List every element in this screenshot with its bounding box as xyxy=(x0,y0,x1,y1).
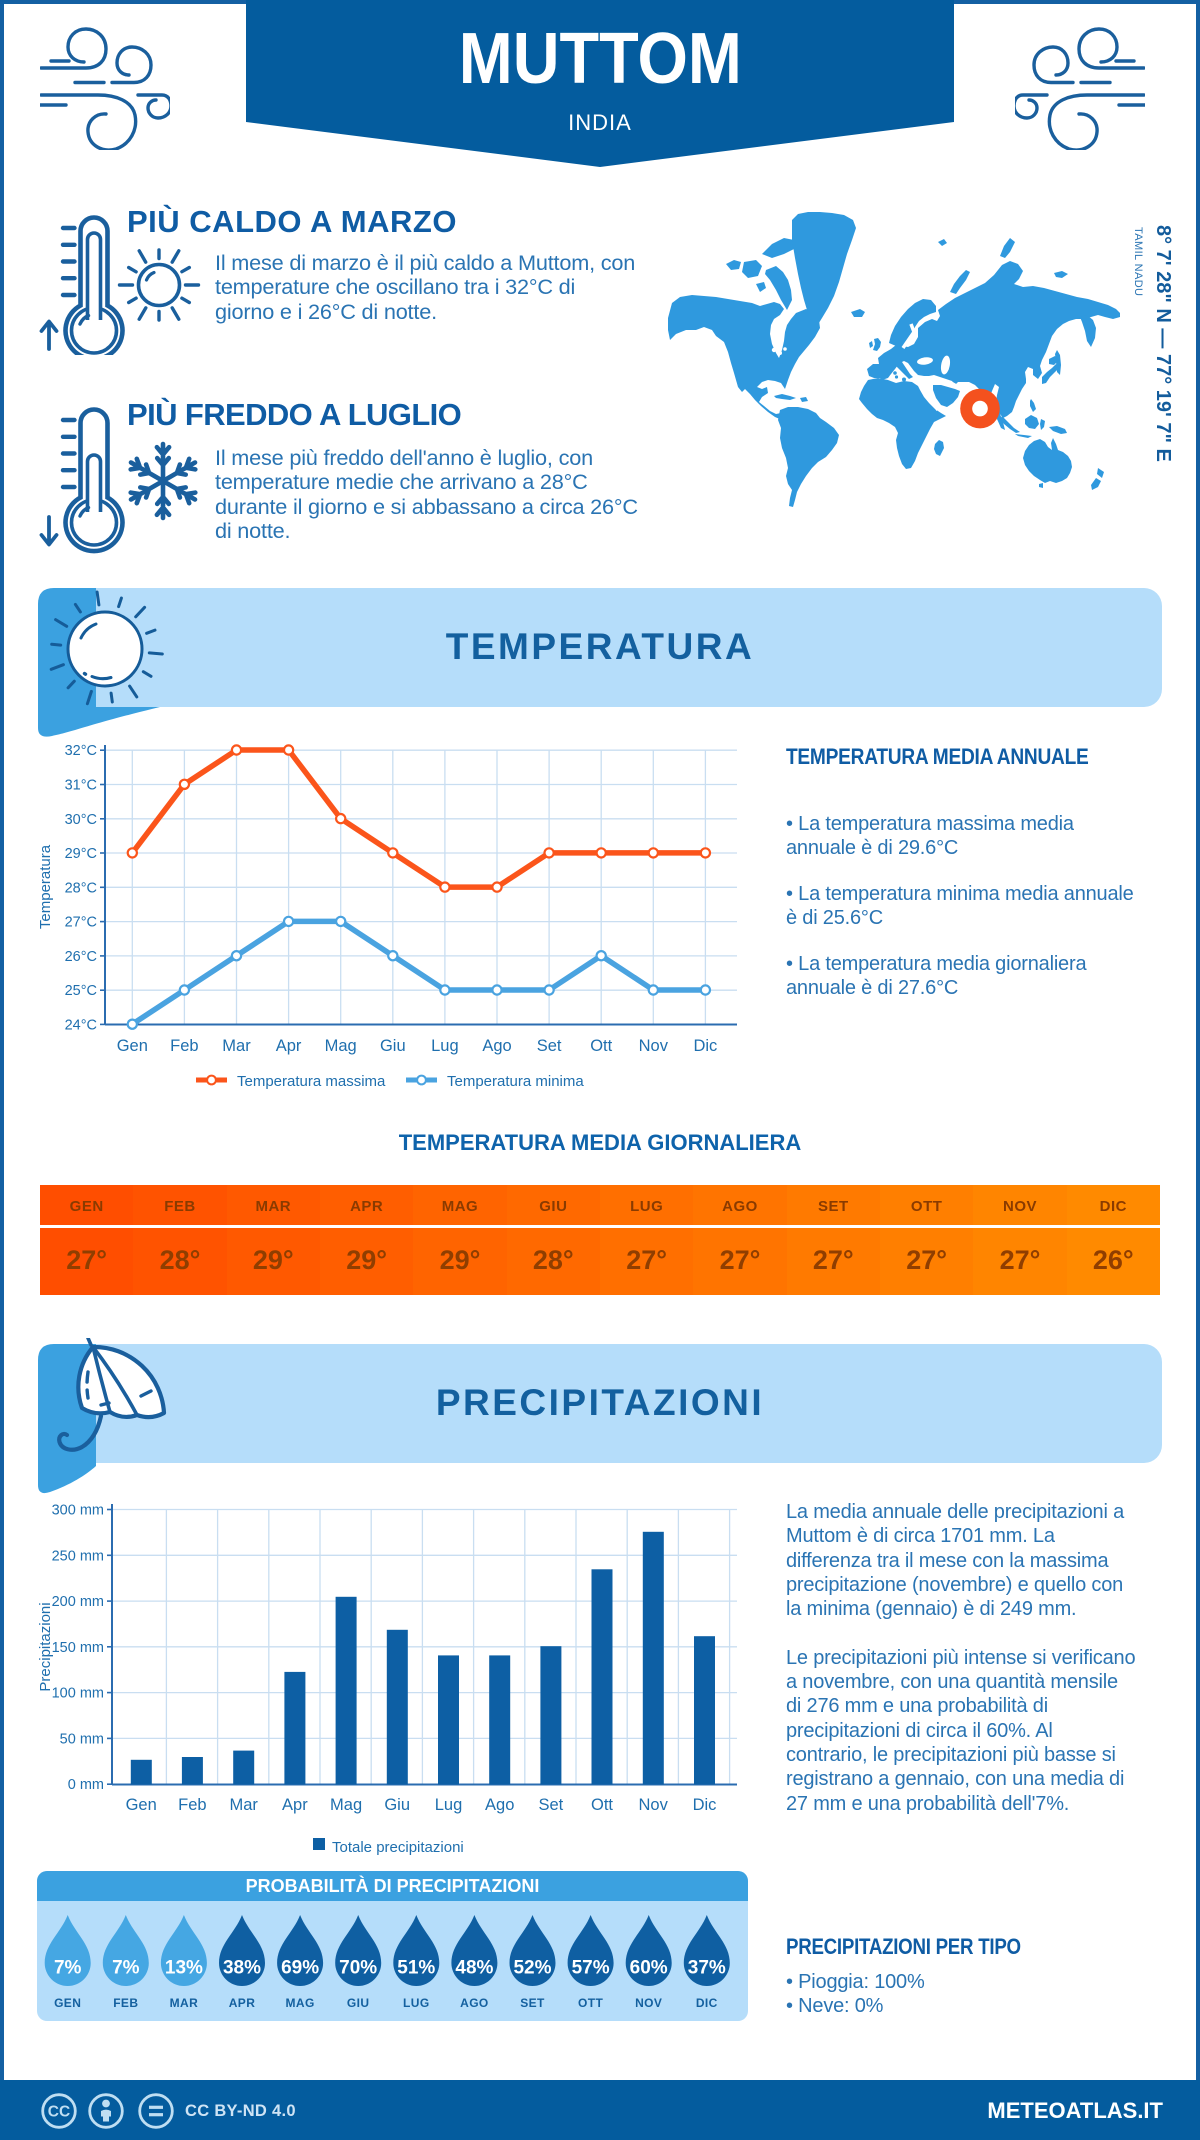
svg-text:Ago: Ago xyxy=(482,1037,511,1055)
svg-text:Dic: Dic xyxy=(693,1037,717,1055)
svg-text:Gen: Gen xyxy=(117,1037,148,1055)
svg-text:69%: 69% xyxy=(281,1958,319,1979)
svg-text:AGO: AGO xyxy=(460,1996,489,2010)
svg-text:7%: 7% xyxy=(54,1958,82,1979)
svg-text:Nov: Nov xyxy=(639,1037,669,1055)
svg-text:38%: 38% xyxy=(223,1958,261,1979)
svg-text:MAG: MAG xyxy=(285,1996,314,2010)
svg-text:GEN: GEN xyxy=(54,1996,81,2010)
svg-text:Gen: Gen xyxy=(126,1796,157,1814)
svg-text:Set: Set xyxy=(539,1796,564,1814)
svg-text:28°C: 28°C xyxy=(65,880,97,896)
svg-text:57%: 57% xyxy=(572,1958,610,1979)
svg-text:51%: 51% xyxy=(397,1958,435,1979)
svg-text:Mag: Mag xyxy=(325,1037,357,1055)
svg-text:NOV: NOV xyxy=(635,1996,662,2010)
svg-text:Nov: Nov xyxy=(639,1796,669,1814)
svg-text:Mar: Mar xyxy=(229,1796,258,1814)
svg-text:13%: 13% xyxy=(165,1958,203,1979)
svg-text:Giu: Giu xyxy=(380,1037,406,1055)
svg-text:Temperatura minima: Temperatura minima xyxy=(447,1073,584,1090)
svg-text:37%: 37% xyxy=(688,1958,726,1979)
svg-text:OTT: OTT xyxy=(578,1996,603,2010)
svg-text:Giu: Giu xyxy=(384,1796,410,1814)
svg-text:26°C: 26°C xyxy=(65,949,97,965)
svg-text:CC: CC xyxy=(48,2104,70,2121)
svg-text:LUG: LUG xyxy=(403,1996,430,2010)
svg-text:Ott: Ott xyxy=(591,1796,613,1814)
svg-text:24°C: 24°C xyxy=(65,1017,97,1033)
svg-text:150 mm: 150 mm xyxy=(52,1640,104,1656)
svg-text:50 mm: 50 mm xyxy=(60,1731,104,1747)
svg-text:60%: 60% xyxy=(630,1958,668,1979)
svg-text:27°C: 27°C xyxy=(65,915,97,931)
svg-text:Set: Set xyxy=(537,1037,562,1055)
svg-text:250 mm: 250 mm xyxy=(52,1548,104,1564)
svg-text:Precipitazioni: Precipitazioni xyxy=(38,1602,54,1691)
svg-text:DIC: DIC xyxy=(696,1996,718,2010)
svg-text:Temperatura massima: Temperatura massima xyxy=(237,1073,386,1090)
svg-text:30°C: 30°C xyxy=(65,812,97,828)
svg-text:Feb: Feb xyxy=(178,1796,206,1814)
svg-text:Temperatura: Temperatura xyxy=(38,844,54,929)
svg-text:200 mm: 200 mm xyxy=(52,1594,104,1610)
svg-text:APR: APR xyxy=(229,1996,256,2010)
svg-text:Ott: Ott xyxy=(590,1037,612,1055)
svg-text:31°C: 31°C xyxy=(65,778,97,794)
svg-text:300 mm: 300 mm xyxy=(52,1503,104,1519)
svg-text:Mag: Mag xyxy=(330,1796,362,1814)
svg-text:7%: 7% xyxy=(112,1958,140,1979)
svg-text:GIU: GIU xyxy=(347,1996,370,2010)
svg-text:Mar: Mar xyxy=(222,1037,251,1055)
svg-text:52%: 52% xyxy=(513,1958,551,1979)
svg-text:Ago: Ago xyxy=(485,1796,514,1814)
svg-text:SET: SET xyxy=(520,1996,545,2010)
svg-text:32°C: 32°C xyxy=(65,743,97,759)
svg-text:Feb: Feb xyxy=(170,1037,198,1055)
svg-text:100 mm: 100 mm xyxy=(52,1686,104,1702)
svg-text:MAR: MAR xyxy=(170,1996,199,2010)
svg-text:Dic: Dic xyxy=(693,1796,717,1814)
svg-text:25°C: 25°C xyxy=(65,983,97,999)
svg-text:29°C: 29°C xyxy=(65,846,97,862)
svg-text:48%: 48% xyxy=(455,1958,493,1979)
svg-text:Lug: Lug xyxy=(435,1796,463,1814)
svg-text:FEB: FEB xyxy=(113,1996,138,2010)
svg-text:Apr: Apr xyxy=(276,1037,302,1055)
svg-text:70%: 70% xyxy=(339,1958,377,1979)
svg-text:Lug: Lug xyxy=(431,1037,459,1055)
svg-text:0 mm: 0 mm xyxy=(68,1777,104,1793)
svg-text:Apr: Apr xyxy=(282,1796,308,1814)
